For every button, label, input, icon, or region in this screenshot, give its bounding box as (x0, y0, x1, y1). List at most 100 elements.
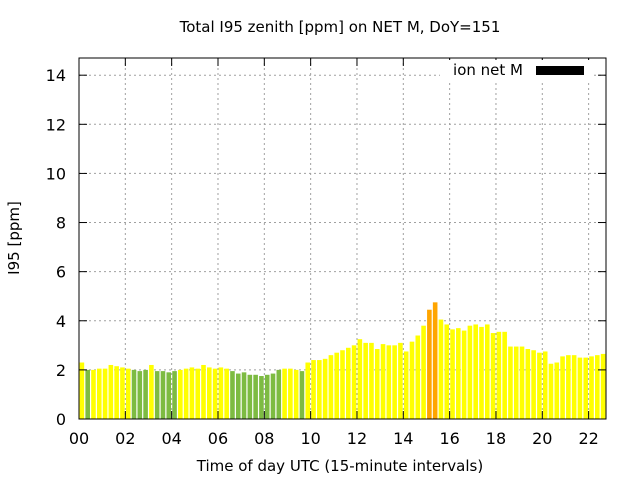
bar (195, 368, 201, 419)
bar (91, 369, 96, 419)
bar (85, 369, 90, 419)
chart-title: Total I95 zenith [ppm] on NET M, DoY=151 (179, 18, 501, 36)
bar (473, 324, 478, 419)
bar (207, 367, 212, 419)
bar (409, 341, 415, 419)
x-tick-label: 00 (69, 429, 89, 448)
bar (525, 349, 531, 419)
bar (484, 324, 490, 419)
bar (96, 368, 102, 419)
bar (160, 371, 166, 419)
bar (456, 328, 461, 419)
bar (253, 374, 258, 419)
bar (125, 368, 131, 419)
bar (305, 362, 311, 419)
bar (293, 369, 299, 419)
bar (508, 346, 513, 419)
legend-swatch (536, 66, 584, 75)
bar (595, 355, 600, 419)
bar (531, 350, 536, 419)
y-tick-label: 0 (56, 410, 66, 429)
bar (560, 356, 565, 419)
bar (432, 302, 438, 419)
bar (566, 355, 571, 419)
bar (241, 372, 247, 419)
y-tick-label: 6 (56, 263, 66, 282)
bar (450, 329, 455, 419)
bar (166, 372, 172, 419)
x-tick-label: 06 (208, 429, 228, 448)
bar (172, 371, 177, 419)
bar (415, 335, 421, 419)
bar (398, 342, 403, 419)
bar (143, 369, 148, 419)
bar (369, 342, 374, 419)
legend-background (440, 60, 592, 82)
bar (131, 369, 137, 419)
y-tick-label: 12 (46, 115, 66, 134)
bar (276, 369, 282, 419)
x-tick-label: 08 (254, 429, 274, 448)
x-tick-label: 22 (578, 429, 598, 448)
bar (218, 367, 224, 419)
bar (363, 342, 368, 419)
bar (421, 325, 426, 419)
y-tick-label: 14 (46, 66, 66, 85)
bar (137, 371, 143, 419)
bar (600, 353, 606, 419)
x-tick-label: 14 (393, 429, 413, 448)
bar (299, 371, 305, 419)
plot-frame (78, 57, 607, 420)
bar (438, 319, 444, 419)
bar (554, 362, 560, 419)
bar (357, 339, 363, 419)
bar (392, 345, 397, 419)
bar (264, 374, 270, 419)
bar (114, 366, 119, 419)
x-tick-labels: 00 02 04 06 08 10 12 14 16 18 20 22 (69, 429, 599, 448)
y-tick-label: 8 (56, 214, 66, 233)
bar (334, 352, 340, 419)
bar (386, 345, 392, 419)
bar (120, 367, 125, 419)
bar (288, 368, 293, 419)
x-tick-label: 20 (532, 429, 552, 448)
bar (490, 333, 496, 419)
bar (461, 330, 467, 419)
bar (259, 376, 264, 419)
bar (247, 374, 253, 419)
bar (178, 369, 183, 419)
bar (427, 309, 432, 419)
bar (154, 371, 160, 419)
bar (212, 368, 218, 419)
bar (102, 368, 108, 419)
bar (571, 355, 577, 419)
bar (79, 362, 85, 419)
x-tick-label: 10 (300, 429, 320, 448)
bar (345, 347, 351, 419)
x-tick-label: 16 (439, 429, 459, 448)
bar (149, 364, 154, 419)
bar (189, 367, 195, 419)
bar (317, 360, 322, 419)
x-tick-label: 18 (486, 429, 506, 448)
x-tick-label: 12 (347, 429, 367, 448)
y-tick-label: 2 (56, 361, 66, 380)
bar (201, 364, 206, 419)
bar (542, 351, 548, 419)
bar-series (79, 302, 606, 419)
bar (444, 324, 450, 419)
bar (328, 355, 334, 419)
bar (351, 345, 357, 419)
bar (108, 364, 114, 419)
bar (537, 352, 542, 419)
axis-ticks (78, 58, 606, 420)
legend: ion net M (440, 60, 592, 82)
bar (322, 358, 328, 419)
y-tick-labels: 0 2 4 6 8 10 12 14 (46, 66, 66, 429)
bar (513, 346, 519, 419)
grid-lines (79, 58, 606, 419)
bar (403, 351, 409, 419)
bar (479, 326, 484, 419)
